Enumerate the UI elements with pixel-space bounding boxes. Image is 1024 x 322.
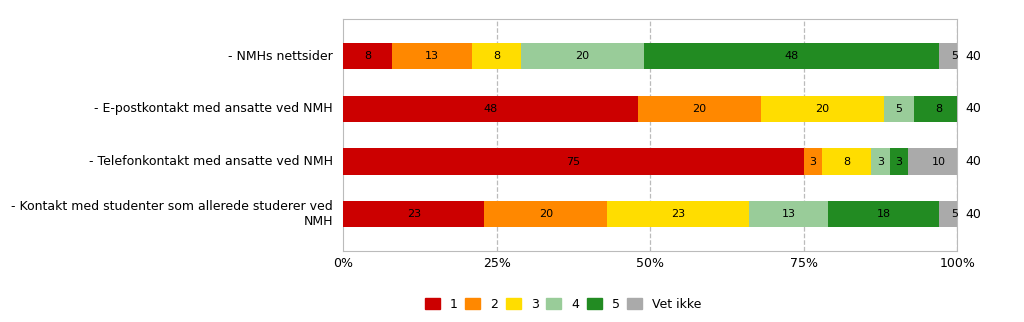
Text: 8: 8 [494, 51, 500, 61]
Text: 23: 23 [407, 209, 421, 219]
Bar [822, 148, 871, 175]
Bar [939, 43, 970, 69]
Text: 20: 20 [692, 104, 707, 114]
Text: 40: 40 [966, 208, 982, 221]
Bar [749, 201, 828, 227]
Bar [914, 96, 964, 122]
Bar [638, 96, 761, 122]
Bar [343, 148, 804, 175]
Bar [884, 96, 914, 122]
Text: 5: 5 [951, 51, 957, 61]
Legend: 1, 2, 3, 4, 5, Vet ikke: 1, 2, 3, 4, 5, Vet ikke [420, 293, 707, 316]
Text: 5: 5 [951, 209, 957, 219]
Bar [761, 96, 884, 122]
Text: 18: 18 [877, 209, 891, 219]
Text: - NMHs nettsider: - NMHs nettsider [228, 50, 333, 63]
Bar [828, 201, 939, 227]
Bar [392, 43, 472, 69]
Text: 10: 10 [932, 156, 946, 166]
Text: 3: 3 [896, 156, 902, 166]
Bar [343, 96, 638, 122]
Text: - E-postkontakt med ansatte ved NMH: - E-postkontakt med ansatte ved NMH [94, 102, 333, 115]
Text: 5: 5 [896, 104, 902, 114]
Text: 75: 75 [566, 156, 581, 166]
Bar [472, 43, 521, 69]
Text: 8: 8 [365, 51, 371, 61]
Bar [939, 201, 970, 227]
Bar [484, 201, 607, 227]
Text: 13: 13 [425, 51, 439, 61]
Text: 8: 8 [844, 156, 850, 166]
Text: 40: 40 [966, 102, 982, 115]
Text: 8: 8 [936, 104, 942, 114]
Bar [521, 43, 644, 69]
Text: - Telefonkontakt med ansatte ved NMH: - Telefonkontakt med ansatte ved NMH [89, 155, 333, 168]
Text: 20: 20 [539, 209, 553, 219]
Text: - Kontakt med studenter som allerede studerer ved
NMH: - Kontakt med studenter som allerede stu… [11, 200, 333, 228]
Bar [343, 201, 484, 227]
Text: 48: 48 [784, 51, 799, 61]
Text: 40: 40 [966, 155, 982, 168]
Text: 13: 13 [781, 209, 796, 219]
Bar [890, 148, 908, 175]
Bar [343, 43, 392, 69]
Text: 20: 20 [575, 51, 590, 61]
Text: 48: 48 [483, 104, 498, 114]
Bar [871, 148, 890, 175]
Text: 3: 3 [878, 156, 884, 166]
Bar [607, 201, 749, 227]
Bar [804, 148, 822, 175]
Text: 3: 3 [810, 156, 816, 166]
Bar [644, 43, 939, 69]
Bar [908, 148, 970, 175]
Text: 23: 23 [671, 209, 685, 219]
Text: 20: 20 [815, 104, 829, 114]
Text: 40: 40 [966, 50, 982, 63]
